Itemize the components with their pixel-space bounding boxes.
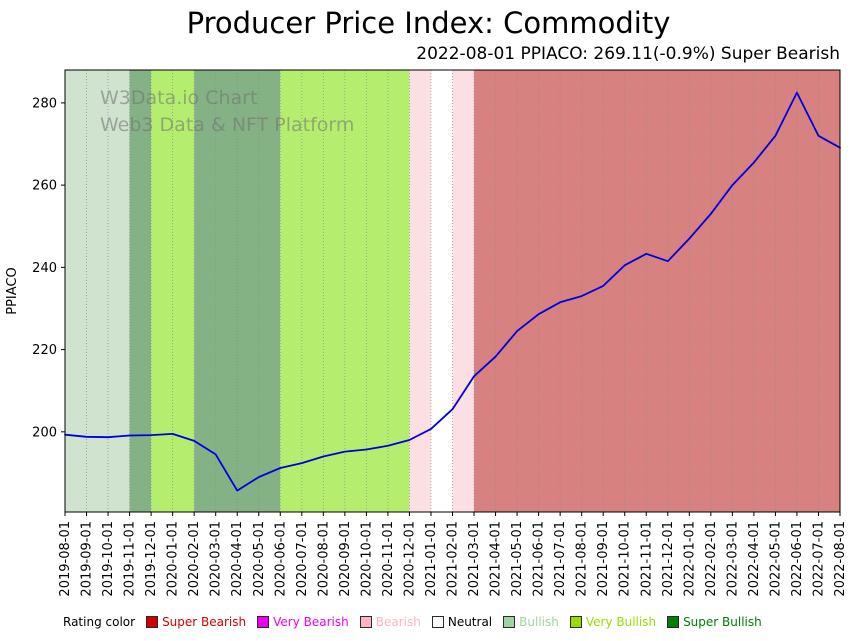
x-tick-label: 2020-06-01 (273, 521, 288, 597)
ppiaco-line-chart: W3Data.io Chart Web3 Data & NFT Platform 2… (5, 69, 848, 597)
x-tick-label: 2020-01-01 (166, 521, 181, 597)
x-tick-label: 2021-07-01 (553, 521, 568, 597)
x-tick-label: 2019-12-01 (144, 521, 159, 597)
legend-swatch-neutral (431, 616, 444, 628)
x-tick-label: 2020-11-01 (381, 521, 396, 597)
x-tick-label: 2022-03-01 (725, 521, 740, 597)
x-tick-label: 2020-10-01 (359, 521, 374, 597)
x-tick-label: 2020-09-01 (338, 521, 353, 597)
y-tick-label: 280 (32, 96, 57, 111)
legend-item-label: Very Bearish (273, 615, 349, 629)
legend-item-neutral: Neutral (431, 615, 493, 629)
rating-band-super-bullish (129, 70, 152, 512)
x-tick-label: 2020-12-01 (402, 521, 417, 597)
x-tick-label: 2021-05-01 (510, 521, 525, 597)
x-tick-label: 2021-08-01 (575, 521, 590, 597)
legend-swatch-very-bearish (257, 616, 270, 628)
x-tick-label: 2022-07-01 (811, 521, 826, 597)
legend-title: Rating color (63, 615, 136, 629)
legend-item-super-bullish: Super Bullish (667, 615, 762, 629)
chart-title: Producer Price Index: Commodity (186, 6, 671, 40)
legend-item-label: Neutral (447, 615, 493, 629)
x-tick-label: 2021-12-01 (661, 521, 676, 597)
x-tick-label: 2021-09-01 (596, 521, 611, 597)
x-tick-label: 2021-01-01 (424, 521, 439, 597)
x-tick-label: 2019-09-01 (80, 521, 95, 597)
rating-band-neutral (430, 70, 453, 512)
rating-legend: Rating color Super Bearish Very Bearish Be… (63, 615, 762, 629)
legend-item-super-bearish: Super Bearish (146, 615, 246, 629)
y-axis-label: PPIACO (5, 267, 20, 315)
legend-item-bearish: Bearish (359, 615, 421, 629)
x-tick-label: 2021-10-01 (618, 521, 633, 597)
legend-swatch-bullish (503, 616, 516, 628)
x-tick-label: 2021-03-01 (467, 521, 482, 597)
rating-band-super-bearish (474, 70, 840, 512)
x-tick-label: 2019-11-01 (123, 521, 138, 597)
rating-band-super-bullish (194, 70, 281, 512)
legend-swatch-super-bearish (146, 616, 159, 628)
x-tick-label: 2021-02-01 (446, 521, 461, 597)
chart-subtitle: 2022-08-01 PPIACO: 269.11(-0.9%) Super B… (416, 44, 840, 64)
watermark-line1: W3Data.io Chart (100, 87, 257, 109)
legend-swatch-bearish (359, 616, 372, 628)
x-tick-label: 2021-06-01 (532, 521, 547, 597)
x-tick-label: 2019-08-01 (58, 521, 73, 597)
legend-item-label: Super Bearish (162, 615, 247, 629)
x-tick-label: 2020-04-01 (230, 521, 245, 597)
legend-item-label: Super Bullish (683, 615, 762, 629)
rating-band-very-bullish (280, 70, 410, 512)
y-tick-label: 240 (32, 261, 57, 276)
legend-swatch-super-bullish (667, 616, 680, 628)
x-tick-label: 2022-06-01 (790, 521, 805, 597)
legend-item-very-bullish: Very Bullish (569, 615, 657, 629)
x-tick-label: 2022-04-01 (747, 521, 762, 597)
x-tick-label: 2020-02-01 (187, 521, 202, 597)
y-tick-label: 260 (32, 179, 57, 194)
rating-band-bearish (452, 70, 475, 512)
rating-band-bullish (65, 70, 130, 512)
rating-band-bearish (409, 70, 431, 512)
ppiaco-series-line (64, 91, 841, 492)
x-tick-label: 2020-05-01 (252, 521, 267, 597)
x-tick-label: 2022-05-01 (768, 521, 783, 597)
legend-item-label: Very Bullish (585, 615, 657, 629)
watermark-line2: Web3 Data & NFT Platform (100, 114, 354, 136)
x-tick-label: 2022-01-01 (682, 521, 697, 597)
y-tick-label: 220 (32, 343, 57, 358)
x-tick-label: 2022-08-01 (833, 521, 848, 597)
x-tick-label: 2021-04-01 (489, 521, 504, 597)
x-tick-label: 2020-03-01 (209, 521, 224, 597)
legend-item-label: Bearish (375, 615, 421, 629)
legend-item-label: Bullish (519, 615, 559, 629)
y-tick-label: 200 (32, 425, 57, 440)
x-tick-label: 2019-10-01 (101, 521, 116, 597)
x-tick-label: 2021-11-01 (639, 521, 654, 597)
legend-item-very-bearish: Very Bearish (257, 615, 349, 629)
legend-swatch-very-bullish (569, 616, 582, 628)
x-tick-label: 2022-02-01 (704, 521, 719, 597)
x-tick-label: 2020-07-01 (295, 521, 310, 597)
legend-item-bullish: Bullish (503, 615, 559, 629)
x-tick-label: 2020-08-01 (316, 521, 331, 597)
